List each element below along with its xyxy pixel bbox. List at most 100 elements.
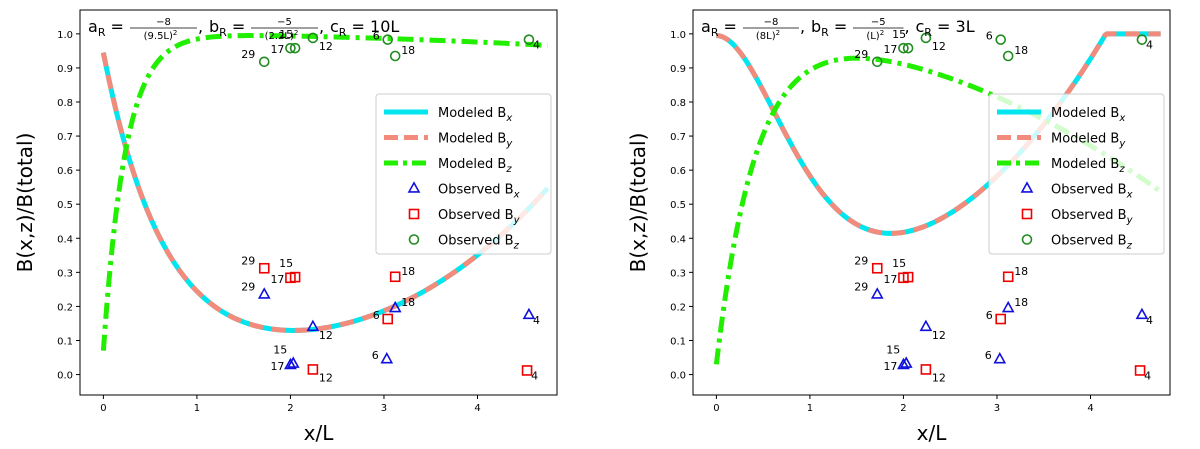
observed-point xyxy=(307,364,319,375)
point-label: 15 xyxy=(279,28,293,41)
legend-label: Modeled Bz xyxy=(438,157,512,175)
fraction-numerator: −5 xyxy=(277,17,292,28)
observed-point xyxy=(871,56,883,68)
legend-label: Observed By xyxy=(438,208,521,226)
legend-label: Observed By xyxy=(1051,208,1134,226)
point-label: 17 xyxy=(270,43,284,56)
point-label: 17 xyxy=(883,360,897,373)
legend-swatch xyxy=(1021,234,1033,245)
point-label: 4 xyxy=(1144,369,1151,382)
legend-swatch xyxy=(407,181,421,193)
point-label: 29 xyxy=(854,254,868,267)
series-observed-by: 29 17 15 12 6 18 4 xyxy=(854,254,1151,384)
legend-entry: Observed By xyxy=(408,208,521,226)
legend: Modeled Bx Modeled By Modeled Bz Observed B… xyxy=(375,93,552,255)
y-tick-label: 0.2 xyxy=(57,302,73,313)
observed-point xyxy=(898,42,909,54)
legend-swatch xyxy=(1021,208,1033,220)
point-label: 29 xyxy=(854,48,868,61)
legend-box xyxy=(988,93,1165,255)
y-tick-label: 0.2 xyxy=(670,302,686,313)
y-tick-label: 0.1 xyxy=(670,336,686,347)
fraction-numerator: −8 xyxy=(156,17,171,28)
point-label: 29 xyxy=(241,48,255,61)
fraction-denominator: (2.2L)2 xyxy=(265,29,299,42)
observed-point xyxy=(902,42,914,54)
param-b: bR = xyxy=(209,17,245,39)
legend-entry: Modeled By xyxy=(997,132,1126,150)
param-c: cR = 10L xyxy=(330,17,399,39)
fraction-denominator: (9.5L)2 xyxy=(144,29,178,42)
legend-entry: Observed Bx xyxy=(1020,181,1133,201)
y-tick-label: 0.8 xyxy=(57,98,73,109)
point-label: 12 xyxy=(932,40,946,53)
point-label: 4 xyxy=(533,39,540,52)
y-tick-label: 0.5 xyxy=(57,200,73,211)
observed-point xyxy=(899,356,913,368)
observed-point xyxy=(382,34,394,45)
legend-entry: Modeled Bx xyxy=(997,106,1125,124)
point-label: 18 xyxy=(1014,265,1028,278)
x-tick-label: 2 xyxy=(287,403,293,414)
point-label: 6 xyxy=(373,309,380,322)
x-axis-label: x/L xyxy=(917,421,948,445)
observed-point xyxy=(307,32,319,44)
observed-point xyxy=(995,313,1007,325)
y-tick-label: 0.9 xyxy=(57,64,73,75)
legend-box xyxy=(375,93,552,255)
separator: , xyxy=(800,17,805,36)
point-label: 12 xyxy=(319,371,333,384)
legend-entry: Modeled Bz xyxy=(997,157,1125,175)
chart-panel-2: 0 1 2 3 40.00.10.20.30.40.50.60.70.80.91.0x/… xyxy=(626,9,1171,445)
x-tick-label: 3 xyxy=(381,403,387,414)
y-tick-label: 1.0 xyxy=(57,30,73,41)
legend: Modeled Bx Modeled By Modeled Bz Observed B… xyxy=(988,93,1165,255)
observed-point xyxy=(1136,34,1148,45)
point-label: 12 xyxy=(932,329,946,342)
observed-point xyxy=(1002,50,1014,62)
point-label: 6 xyxy=(985,349,992,362)
observed-point xyxy=(1001,300,1015,313)
series-observed-bz: 29 17 15 12 6 18 4 xyxy=(854,28,1153,68)
point-label: 18 xyxy=(1014,44,1028,57)
y-tick-label: 0.5 xyxy=(670,200,686,211)
observed-point xyxy=(257,287,271,299)
x-tick-label: 1 xyxy=(807,403,813,414)
legend-entry: Observed By xyxy=(1021,208,1134,226)
fraction-numerator: −5 xyxy=(871,17,886,28)
legend-label: Modeled Bx xyxy=(438,106,512,124)
y-tick-label: 0.6 xyxy=(57,166,73,177)
legend-entry: Modeled By xyxy=(384,132,513,150)
point-label: 12 xyxy=(319,329,333,342)
observed-point xyxy=(382,313,394,325)
modeled-by-line xyxy=(100,52,550,333)
legend-label: Observed Bz xyxy=(438,234,520,252)
legend-label: Modeled By xyxy=(438,132,513,150)
observed-point xyxy=(521,365,533,376)
y-tick-label: 0.0 xyxy=(57,371,73,382)
point-label: 17 xyxy=(270,360,284,373)
point-label: 4 xyxy=(1146,39,1153,52)
observed-point xyxy=(289,42,301,54)
observed-point xyxy=(993,351,1007,364)
legend-label: Modeled By xyxy=(1051,132,1126,150)
param-a: aR = xyxy=(88,17,124,39)
point-label: 12 xyxy=(932,371,946,384)
observed-point xyxy=(289,271,301,283)
param-c: cR = 3L xyxy=(916,17,975,39)
y-axis-label: B(x,z)/B(total) xyxy=(13,133,37,273)
x-tick-label: 3 xyxy=(994,403,1000,414)
y-tick-label: 0.3 xyxy=(670,268,686,279)
y-tick-label: 1.0 xyxy=(670,30,686,41)
observed-point xyxy=(380,351,394,364)
separator: , xyxy=(905,17,910,36)
series-observed-bx: 29 17 15 12 6 18 4 xyxy=(854,280,1153,373)
y-tick-label: 0.8 xyxy=(670,98,686,109)
x-axis-label: x/L xyxy=(304,421,335,445)
point-label: 15 xyxy=(886,344,900,357)
legend-swatch xyxy=(1020,181,1034,193)
point-label: 12 xyxy=(319,40,333,53)
y-tick-label: 0.0 xyxy=(670,371,686,382)
observed-point xyxy=(870,287,884,299)
point-label: 15 xyxy=(279,257,293,270)
